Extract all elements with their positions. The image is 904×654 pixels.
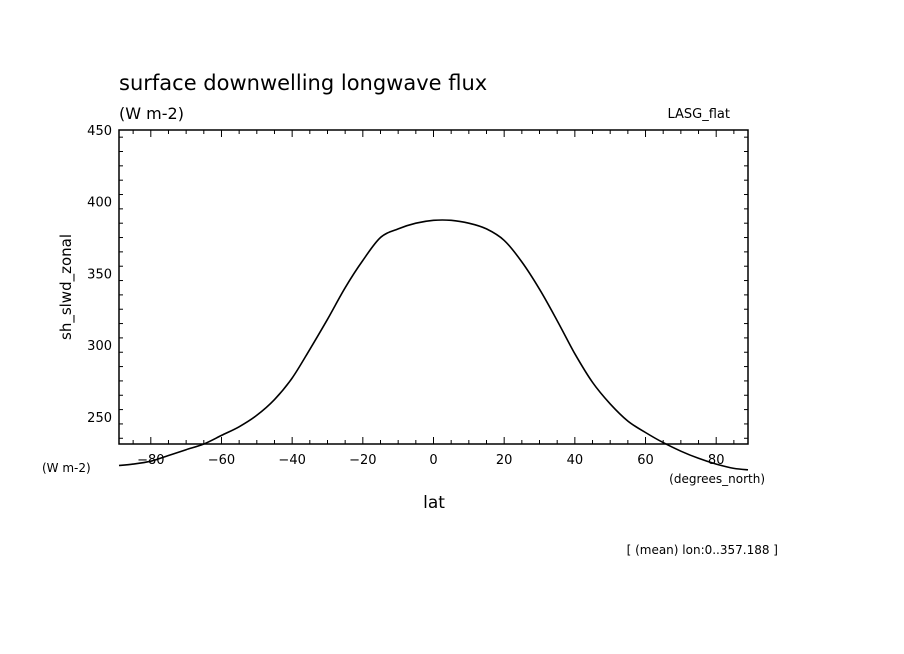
x-tick-label: 40 — [567, 453, 584, 468]
x-tick-label: −60 — [208, 453, 235, 468]
y-tick-label: 300 — [87, 339, 112, 354]
x-axis-label: lat — [423, 493, 445, 513]
y-tick-label: 400 — [87, 196, 112, 211]
y-unit-label: (W m-2) — [42, 461, 91, 475]
series-line — [118, 219, 749, 471]
y-axis-label: sh_slwd_zonal — [57, 234, 76, 340]
x-tick-label: 0 — [429, 453, 437, 468]
footnote: [ (mean) lon:0..357.188 ] — [627, 543, 778, 557]
y-tick-label: 250 — [87, 411, 112, 426]
y-tick-labels: 250 300 350 400 450 — [87, 124, 112, 426]
chart-title: surface downwelling longwave flux — [119, 71, 487, 95]
x-unit-label: (degrees_north) — [669, 472, 765, 486]
axis-ticks — [119, 130, 748, 444]
y-tick-label: 350 — [87, 267, 112, 282]
x-tick-labels: −80 −60 −40 −20 0 20 40 60 80 — [137, 453, 724, 468]
chart-units: (W m-2) — [119, 104, 184, 123]
y-tick-label: 450 — [87, 124, 112, 139]
x-tick-label: −40 — [278, 453, 305, 468]
x-tick-label: −20 — [349, 453, 376, 468]
x-tick-label: 80 — [708, 453, 725, 468]
model-label: LASG_flat — [667, 107, 730, 122]
x-tick-label: 60 — [637, 453, 654, 468]
x-tick-label: 20 — [496, 453, 513, 468]
plot-frame — [118, 129, 749, 445]
